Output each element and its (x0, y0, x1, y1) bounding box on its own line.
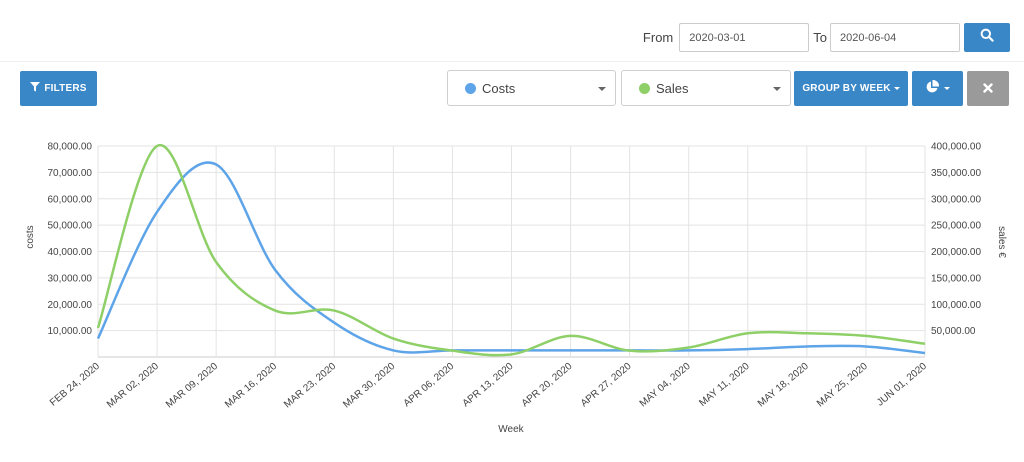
costs-series-select[interactable]: Costs (447, 70, 616, 106)
chevron-down-icon (773, 87, 781, 91)
group-by-week-button[interactable]: GROUP BY WEEK (794, 71, 908, 106)
sales-select-label: Sales (656, 80, 689, 96)
x-tick-label: MAY 04, 2020 (638, 361, 693, 410)
x-tick-label: APR 20, 2020 (520, 361, 575, 410)
y-tick-label-right: 150,000.00 (931, 273, 981, 284)
x-tick-label: MAR 02, 2020 (105, 361, 161, 411)
x-tick-label: JUN 01, 2020 (875, 361, 929, 409)
y-tick-label-right: 50,000.00 (931, 326, 976, 337)
to-label: To (813, 30, 827, 45)
chart-type-button[interactable] (912, 71, 963, 106)
caret-down-icon (893, 87, 900, 90)
y-tick-label-left: 40,000.00 (48, 247, 93, 258)
pie-chart-icon (925, 79, 940, 97)
x-tick-label: MAY 11, 2020 (697, 361, 752, 409)
x-tick-label: MAY 25, 2020 (815, 361, 870, 410)
to-date-input[interactable] (830, 23, 960, 52)
y-tick-label-left: 50,000.00 (48, 221, 93, 232)
y-tick-label-right: 250,000.00 (931, 221, 981, 232)
x-tick-label: FEB 24, 2020 (48, 361, 102, 409)
date-range-filter: From To (643, 23, 1010, 52)
y-tick-label-right: 200,000.00 (931, 247, 981, 258)
close-button[interactable] (967, 71, 1009, 106)
sales-color-dot (639, 82, 650, 94)
caret-down-icon (944, 87, 950, 90)
x-tick-label: APR 27, 2020 (579, 361, 634, 410)
group-by-label: GROUP BY WEEK (802, 83, 891, 94)
y-tick-label-left: 10,000.00 (48, 326, 93, 337)
y-tick-label-right: 100,000.00 (931, 300, 981, 311)
y-axis-label-right: sales € (996, 226, 1007, 258)
y-tick-label-left: 70,000.00 (48, 168, 93, 179)
filters-button[interactable]: FILTERS (20, 71, 97, 106)
search-icon (980, 28, 994, 47)
x-tick-label: MAR 16, 2020 (223, 361, 279, 411)
search-button[interactable] (964, 23, 1010, 52)
y-tick-label-left: 20,000.00 (48, 300, 93, 311)
y-axis-label-left: costs (25, 225, 36, 248)
sales-series-select[interactable]: Sales (621, 70, 791, 106)
x-tick-label: APR 06, 2020 (402, 361, 457, 410)
series-line-costs (96, 161, 926, 355)
y-tick-label-right: 400,000.00 (931, 142, 981, 153)
y-tick-label-right: 350,000.00 (931, 168, 981, 179)
costs-sales-chart: 10,000.00 20,000.00 30,000.00 40,000.00 50,0… (25, 142, 1007, 436)
series-line-sales (96, 144, 926, 357)
x-tick-label: APR 13, 2020 (461, 361, 516, 410)
costs-select-label: Costs (482, 80, 516, 96)
x-tick-label: MAR 30, 2020 (341, 361, 397, 411)
y-tick-label-right: 300,000.00 (931, 194, 981, 205)
x-tick-label: MAY 18, 2020 (756, 361, 811, 410)
x-tick-label: MAR 09, 2020 (164, 361, 220, 411)
filters-label: FILTERS (44, 83, 87, 94)
y-tick-label-left: 30,000.00 (48, 273, 93, 284)
y-tick-label-left: 60,000.00 (48, 194, 93, 205)
from-label: From (642, 30, 674, 45)
x-tick-label: MAR 23, 2020 (282, 361, 338, 411)
header-divider (0, 61, 1024, 62)
filter-icon (30, 82, 44, 95)
costs-color-dot (465, 82, 476, 94)
chevron-down-icon (598, 87, 606, 91)
x-axis-label: Week (498, 424, 524, 435)
close-icon (983, 80, 993, 98)
from-date-input[interactable] (679, 23, 810, 52)
y-tick-label-left: 80,000.00 (48, 142, 93, 153)
